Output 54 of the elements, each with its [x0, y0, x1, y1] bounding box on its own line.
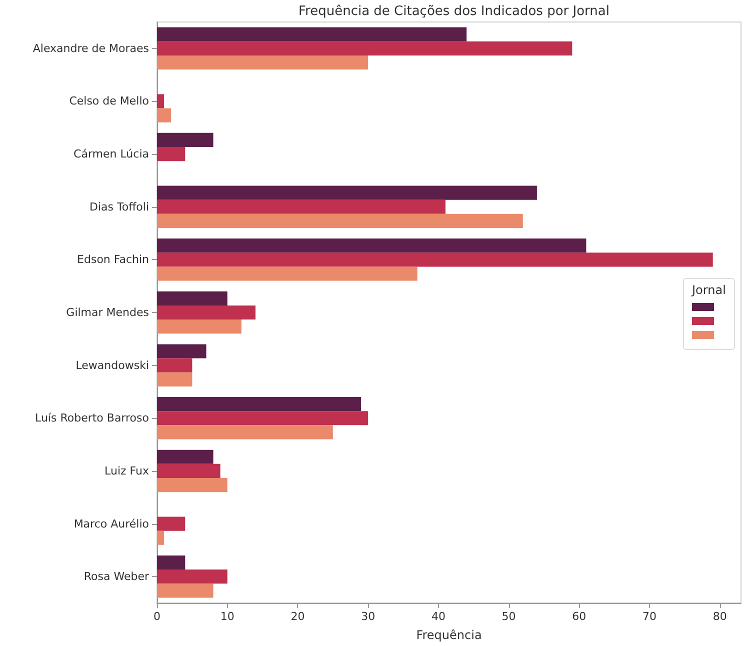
chart-title: Frequência de Citações dos Indicados por Jornal — [298, 4, 610, 19]
x-tick-label: 80 — [712, 610, 727, 623]
bar — [157, 147, 186, 162]
bar — [157, 358, 192, 372]
y-tick-label: Gilmar Mendes — [66, 306, 150, 319]
bar — [157, 464, 220, 478]
bar — [157, 425, 333, 440]
y-tick-label: Marco Aurélio — [74, 517, 150, 530]
bar — [157, 344, 206, 358]
bar — [157, 372, 192, 386]
x-tick-label: 10 — [220, 610, 234, 623]
bar — [157, 27, 467, 42]
y-tick-label: Cármen Lúcia — [74, 148, 149, 161]
bar — [157, 570, 228, 584]
bar — [157, 450, 214, 464]
bar — [157, 411, 368, 426]
bar — [157, 94, 164, 108]
legend-title: Jornal — [692, 282, 726, 296]
bar — [157, 41, 572, 56]
bar — [157, 252, 713, 267]
y-tick-label: Luís Roberto Barroso — [35, 412, 150, 425]
key-panel: Jornal — [683, 278, 735, 350]
x-tick-label: 40 — [431, 610, 446, 623]
bar — [157, 108, 172, 122]
x-tick-label: 30 — [361, 610, 376, 623]
y-tick-label: Alexandre de Moraes — [32, 42, 150, 55]
y-tick-label: Dias Toffoli — [90, 200, 149, 214]
y-tick-label: Luiz Fux — [104, 464, 150, 478]
bar — [157, 238, 586, 253]
bar — [157, 291, 228, 306]
y-tick-label: Rosa Weber — [84, 570, 150, 584]
bar — [157, 516, 186, 531]
x-tick-label: 50 — [502, 610, 516, 623]
bar — [157, 132, 214, 148]
bar — [157, 397, 362, 412]
bar — [157, 305, 256, 320]
bar — [157, 530, 164, 545]
x-axis-title: Frequência — [416, 628, 482, 642]
bar — [157, 584, 214, 598]
bar — [157, 320, 242, 334]
bar — [157, 200, 446, 214]
y-tick-label: Lewandowski — [76, 358, 149, 372]
y-tick-label: Celso de Mello — [69, 94, 150, 108]
bar — [157, 266, 418, 281]
x-tick-label: 60 — [572, 610, 586, 623]
bar — [157, 478, 228, 492]
y-tick-label: Edson Fachin — [77, 253, 150, 266]
x-tick-label: 70 — [642, 610, 657, 623]
bar — [157, 214, 523, 228]
x-tick-label: 20 — [290, 610, 305, 623]
bar — [157, 186, 537, 200]
bar — [157, 55, 368, 70]
x-tick-label: 0 — [154, 610, 160, 623]
bar — [157, 555, 186, 570]
